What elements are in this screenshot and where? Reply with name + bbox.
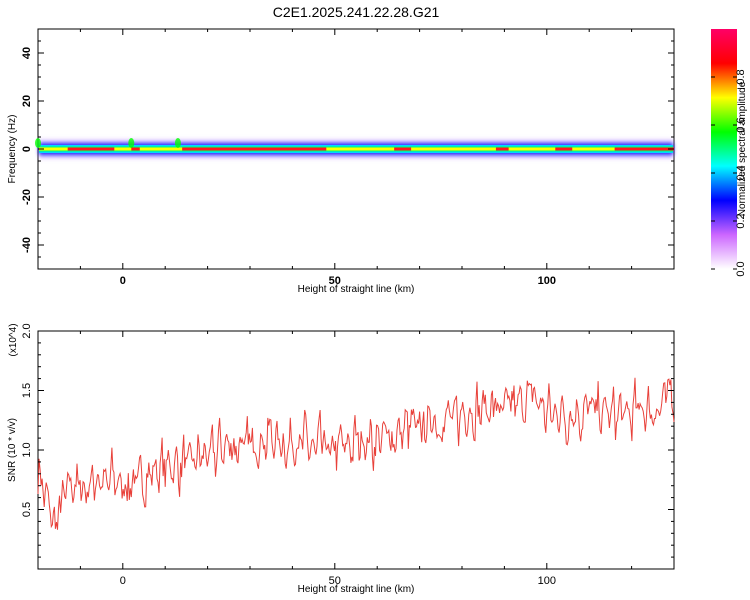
- heatmap-spike: [174, 138, 181, 148]
- snr-panel: 0 50 100 0.5 1.0 1.5 2.0 (x10^4) Height of str…: [7, 323, 675, 595]
- colorbar: 0.0 0.2 0.4 0.6 0.8 Normalized spectral ampl…: [711, 29, 748, 277]
- snr-y-tick-label: 1.5: [21, 383, 33, 398]
- colorbar-gradient: [711, 29, 737, 269]
- snr-x-tick-label: 100: [538, 575, 556, 587]
- heatmap-x-axis-label: Height of straight line (km): [298, 284, 415, 295]
- heatmap-peak-segment: [131, 147, 140, 151]
- colorbar-tick-label: 0.4: [735, 165, 747, 180]
- heatmap-peak-segment: [67, 147, 115, 151]
- heatmap-x-tick-label: 0: [120, 275, 126, 287]
- snr-x-tick-label: 0: [120, 575, 126, 587]
- snr-y-tick-label: 1.0: [21, 442, 33, 457]
- heatmap-y-tick-label: 40: [21, 47, 33, 59]
- heatmap-y-tick-label: -20: [21, 189, 33, 205]
- snr-y-tick-label: 0.5: [21, 502, 33, 517]
- heatmap-spike: [35, 138, 41, 148]
- snr-multiplier: (x10^4): [8, 323, 19, 356]
- heatmap-y-axis-label: Frequency (Hz): [7, 115, 18, 184]
- snr-series-line: [37, 377, 675, 530]
- snr-y-tick-label: 2.0: [21, 323, 33, 338]
- chart-title: C2E1.2025.241.22.28.G21: [272, 4, 440, 20]
- heatmap-peak-segment: [555, 147, 573, 151]
- snr-x-axis-label: Height of straight line (km): [298, 584, 415, 595]
- snr-x-tick-label: 50: [329, 575, 341, 587]
- colorbar-tick-label: 0.8: [735, 69, 747, 84]
- heatmap-peak-segment: [182, 147, 327, 151]
- snr-axes: 0 50 100 0.5 1.0 1.5 2.0: [21, 323, 675, 587]
- heatmap-x-tick-label: 100: [538, 275, 556, 287]
- colorbar-tick-label: 0.6: [735, 117, 747, 132]
- heatmap-peak-segment: [394, 147, 412, 151]
- heatmap-axes: 0 50 100 40 20 0 -20 -40: [21, 28, 675, 287]
- colorbar-ticks: 0.0 0.2 0.4 0.6 0.8: [711, 69, 747, 277]
- heatmap-peak-segment: [495, 147, 509, 151]
- heatmap-spike: [128, 138, 135, 148]
- colorbar-tick-label: 0.0: [735, 261, 747, 276]
- heatmap-yellow-core: [39, 147, 673, 151]
- heatmap-y-tick-label: -40: [21, 237, 33, 253]
- heatmap-x-tick-label: 50: [329, 275, 341, 287]
- snr-frame: [37, 330, 675, 570]
- heatmap-y-tick-label: 20: [21, 95, 33, 107]
- snr-y-axis-label: SNR (10 * v/v): [7, 418, 18, 482]
- heatmap-panel: 0 50 100 40 20 0 -20 -40 Height of straight lin…: [7, 28, 675, 295]
- heatmap-y-tick-label: 0: [21, 146, 33, 152]
- heatmap-band: [35, 138, 674, 159]
- colorbar-tick-label: 0.2: [735, 213, 747, 228]
- colorbar-label: Normalized spectral amplitude: [737, 81, 748, 216]
- heatmap-peak-segment: [614, 147, 674, 151]
